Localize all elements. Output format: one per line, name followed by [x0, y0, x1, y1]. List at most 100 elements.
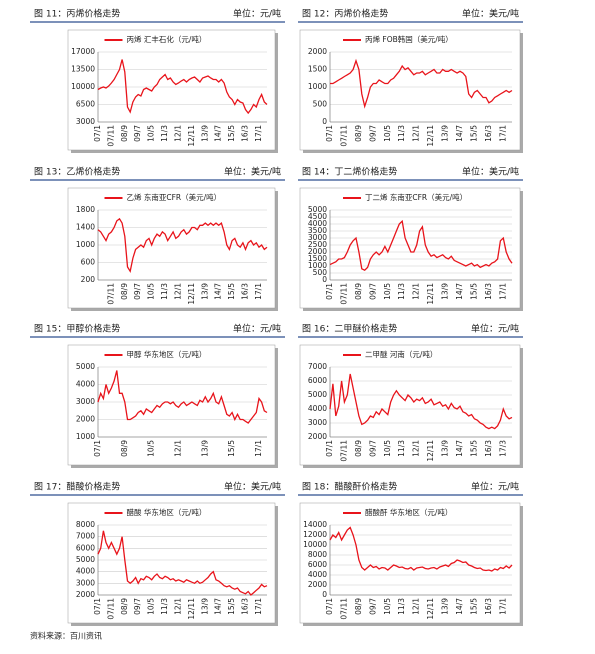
chart-box [67, 344, 276, 466]
x-tick-label: 12/11 [187, 283, 196, 305]
x-tick-label: 08/9 [120, 598, 129, 615]
y-tick-label: 10000 [71, 82, 95, 91]
unit-label: 单位：元/吨 [233, 8, 281, 20]
figure-title: 图 14：丁二烯价格走势 [302, 166, 397, 178]
x-tick-label: 08/9 [120, 125, 129, 142]
x-tick-label: 16/3 [484, 283, 493, 300]
x-tick-label: 07/1 [93, 440, 102, 457]
x-tick-label: 17/3 [498, 440, 507, 457]
y-tick-label: 2500 [308, 240, 327, 249]
y-tick-label: 2000 [308, 247, 327, 256]
x-tick-label: 17/1 [498, 125, 507, 142]
legend-label: 丙烯 汇丰石化（元/吨） [127, 34, 207, 44]
x-tick-label: 17/1 [254, 598, 263, 615]
x-tick-label: 14/7 [214, 598, 223, 615]
x-tick-label: 15/5 [469, 283, 478, 300]
x-tick-label: 13/9 [441, 440, 450, 457]
y-tick-label: 2000 [308, 432, 327, 441]
y-tick-label: 3000 [76, 117, 95, 126]
unit-label: 单位：元/吨 [233, 323, 281, 335]
x-tick-label: 07/1 [325, 125, 334, 142]
x-tick-label: 16/3 [241, 598, 250, 615]
y-tick-label: 7000 [76, 532, 95, 541]
chart-box [299, 344, 521, 466]
y-tick-label: 3000 [308, 233, 327, 242]
x-tick-label: 14/7 [214, 283, 223, 300]
x-tick-label: 13/9 [200, 440, 209, 457]
y-tick-label: 5000 [76, 555, 95, 564]
y-tick-label: 6500 [76, 100, 95, 109]
x-tick-label: 16/3 [241, 283, 250, 300]
x-tick-label: 13/9 [200, 598, 209, 615]
x-tick-label: 12/1 [412, 125, 421, 142]
legend-label: 醋酸酐 华东地区（元/吨） [365, 507, 452, 517]
x-tick-label: 10/5 [383, 440, 392, 457]
y-tick-label: 2000 [308, 580, 327, 589]
x-tick-label: 07/11 [339, 283, 348, 305]
x-tick-label: 07/11 [106, 125, 115, 147]
x-tick-label: 14/7 [455, 125, 464, 142]
y-tick-label: 500 [313, 100, 328, 109]
y-tick-label: 4000 [308, 404, 327, 413]
x-tick-label: 09/7 [368, 598, 377, 615]
y-tick-label: 6000 [308, 376, 327, 385]
x-tick-label: 07/11 [339, 598, 348, 620]
x-tick-label: 16/3 [484, 598, 493, 615]
x-tick-label: 12/11 [426, 440, 435, 462]
x-tick-label: 13/9 [441, 598, 450, 615]
unit-label: 单位：美元/吨 [224, 166, 281, 178]
y-tick-label: 5000 [76, 362, 95, 371]
y-tick-label: 13500 [71, 65, 95, 74]
y-tick-label: 12000 [303, 530, 327, 539]
y-tick-label: 17000 [71, 47, 95, 56]
y-tick-label: 2000 [76, 590, 95, 599]
price-line [97, 217, 268, 274]
x-tick-label: 14/7 [455, 440, 464, 457]
unit-label: 单位：元/吨 [471, 481, 519, 493]
x-tick-label: 09/7 [133, 598, 142, 615]
x-tick-label: 14/7 [455, 598, 464, 615]
y-tick-label: 1000 [308, 82, 327, 91]
x-tick-label: 10/5 [383, 283, 392, 300]
y-tick-label: 4000 [76, 380, 95, 389]
x-tick-label: 09/7 [368, 440, 377, 457]
y-tick-label: 8000 [76, 520, 95, 529]
price-line [97, 370, 268, 424]
x-tick-label: 13/9 [200, 283, 209, 300]
price-line [97, 530, 268, 596]
price-line [329, 219, 513, 271]
x-tick-label: 12/11 [426, 598, 435, 620]
chart-box [299, 187, 521, 309]
x-tick-label: 07/11 [339, 440, 348, 462]
y-tick-label: 2000 [76, 415, 95, 424]
y-tick-label: 8000 [308, 550, 327, 559]
figure-title: 图 13：乙烯价格走势 [34, 166, 120, 178]
x-tick-label: 09/7 [133, 125, 142, 142]
legend-label: 醋酸 华东地区（元/吨） [127, 507, 207, 517]
x-tick-label: 15/5 [469, 440, 478, 457]
y-tick-label: 5000 [308, 205, 327, 214]
x-tick-label: 12/11 [187, 125, 196, 147]
x-tick-label: 13/9 [200, 125, 209, 142]
x-tick-label: 07/11 [106, 283, 115, 305]
x-tick-label: 12/1 [173, 440, 182, 457]
x-tick-label: 15/5 [227, 440, 236, 457]
price-line [97, 59, 268, 115]
unit-label: 单位：美元/吨 [462, 166, 519, 178]
legend-label: 乙烯 东南亚CFR（美元/吨） [127, 192, 222, 202]
y-tick-label: 3500 [308, 226, 327, 235]
y-tick-label: 1000 [76, 432, 95, 441]
y-tick-label: 0 [322, 117, 327, 126]
legend-label: 丁二烯 东南亚CFR（美元/吨） [365, 192, 467, 202]
x-tick-label: 14/7 [214, 125, 223, 142]
figure-title: 图 16：二甲醚价格走势 [302, 323, 397, 335]
chart-box [299, 502, 521, 624]
y-tick-label: 3000 [76, 578, 95, 587]
x-tick-label: 10/5 [383, 125, 392, 142]
y-tick-label: 0 [322, 275, 327, 284]
x-tick-label: 16/3 [484, 125, 493, 142]
chart-box [299, 29, 521, 151]
x-tick-label: 08/9 [120, 440, 129, 457]
x-tick-label: 15/5 [469, 125, 478, 142]
y-tick-label: 1000 [308, 261, 327, 270]
